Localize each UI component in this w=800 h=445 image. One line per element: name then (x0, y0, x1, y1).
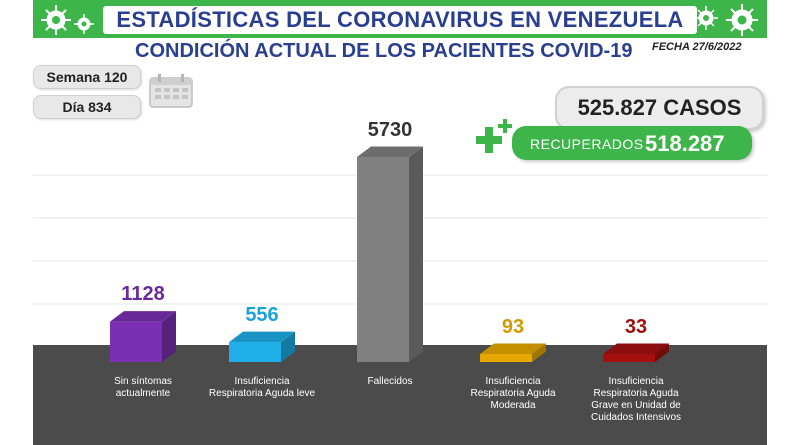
bar-top (603, 343, 669, 354)
chart-bars (110, 146, 669, 362)
bar-top (357, 146, 423, 157)
calendar-icon (149, 74, 193, 108)
header-banner (33, 0, 767, 38)
bar-front (357, 157, 409, 362)
bar (229, 331, 295, 362)
day-badge: Día 834 (33, 95, 141, 119)
left-margin (0, 0, 33, 445)
bar-top (480, 343, 546, 354)
bar (110, 311, 176, 362)
virus-icon (41, 5, 94, 35)
data-label: 556 (245, 303, 279, 326)
recovered-value: 518.287 (645, 131, 725, 156)
recovered-box: RECUPERADOS 518.287 (512, 126, 752, 160)
bar-front (603, 354, 655, 362)
recovered-label: RECUPERADOS (530, 136, 644, 152)
bar-top (110, 311, 176, 322)
bar (357, 146, 423, 362)
bar-side (162, 311, 176, 362)
virus-icon (694, 4, 758, 36)
week-badge: Semana 120 (33, 65, 141, 89)
bar-front (480, 354, 532, 362)
category-label: Fallecidos (367, 376, 413, 387)
data-label: 93 (501, 315, 525, 338)
bar-side (409, 146, 423, 362)
bar-front (229, 342, 281, 362)
bar-top (229, 331, 295, 343)
report-date: FECHA 27/6/2022 (652, 41, 742, 53)
page-title: ESTADÍSTICAS DEL CORONAVIRUS EN VENEZUEL… (116, 7, 684, 32)
total-cases-box: 525.827 CASOS (555, 86, 764, 130)
bar-front (110, 321, 162, 362)
bar (603, 343, 669, 362)
plus-icon (476, 119, 512, 153)
data-label: 5730 (367, 118, 413, 141)
category-label: Insuficiencia Respiratoria Aguda Grave e… (590, 376, 682, 423)
category-label: Insuficiencia Respiratoria Aguda leve (208, 376, 316, 399)
data-label: 1128 (121, 283, 165, 306)
header-title-box (103, 6, 697, 34)
subtitle: CONDICIÓN ACTUAL DE LOS PACIENTES COVID-… (135, 40, 633, 62)
right-margin (767, 0, 800, 445)
category-label: Insuficiencia Respiratoria Aguda Moderad… (470, 376, 556, 411)
data-label: 33 (624, 315, 648, 338)
category-label: Sin síntomas actualmente (114, 376, 172, 399)
bar (480, 343, 546, 362)
bar-side (281, 331, 295, 362)
bar-side (655, 343, 669, 362)
bar-side (532, 343, 546, 362)
